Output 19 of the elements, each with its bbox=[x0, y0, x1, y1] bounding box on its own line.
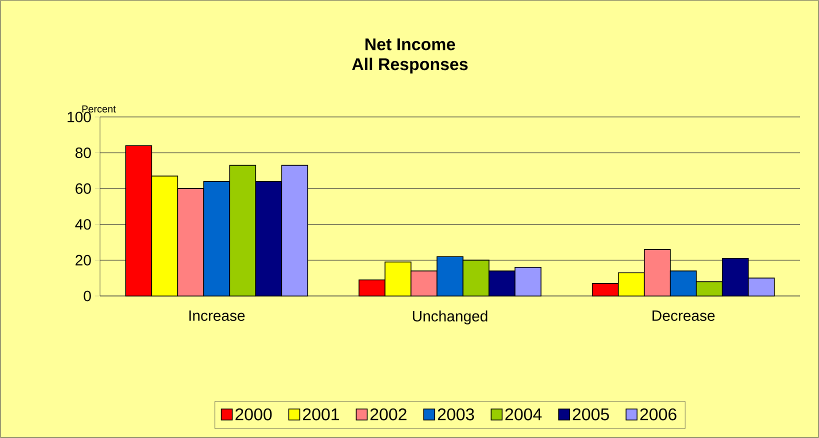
legend-label: 2004 bbox=[505, 408, 542, 420]
chart-title: Net Income bbox=[366, 38, 456, 50]
y-tick-label: 40 bbox=[75, 219, 91, 230]
y-tick-label: 0 bbox=[84, 290, 91, 302]
x-tick-label: Increase bbox=[189, 310, 245, 321]
y-tick-label: 20 bbox=[76, 254, 91, 266]
legend-label: 2005 bbox=[572, 408, 609, 420]
y-axis-title: Percent bbox=[82, 106, 116, 112]
legend-label: 2002 bbox=[370, 408, 406, 420]
y-tick-label: 80 bbox=[76, 147, 91, 158]
legend-label: 2001 bbox=[303, 408, 339, 420]
x-tick-label: Unchanged bbox=[412, 310, 488, 324]
legend-label: 2006 bbox=[640, 408, 676, 420]
y-tick-label: 100 bbox=[68, 112, 91, 122]
x-tick-label: Decrease bbox=[652, 310, 715, 321]
y-tick-label: 60 bbox=[76, 183, 91, 194]
chart-subtitle: All Responses bbox=[352, 58, 468, 74]
legend-label: 2000 bbox=[236, 408, 272, 420]
legend-label: 2003 bbox=[438, 408, 474, 420]
